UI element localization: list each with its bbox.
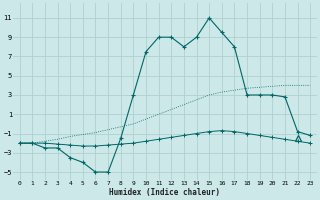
X-axis label: Humidex (Indice chaleur): Humidex (Indice chaleur)	[109, 188, 220, 197]
